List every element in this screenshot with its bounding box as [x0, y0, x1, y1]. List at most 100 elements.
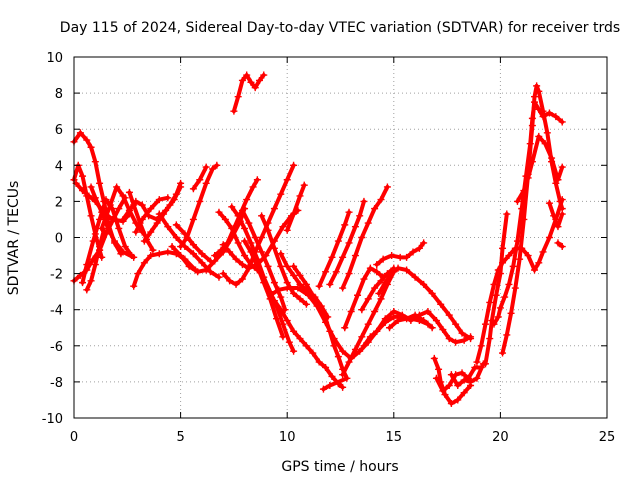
data-point [447, 400, 455, 408]
data-point [554, 223, 562, 231]
data-point [302, 342, 310, 350]
y-tick-label: 8 [55, 87, 63, 102]
data-point [473, 374, 481, 382]
data-point [394, 264, 402, 272]
data-point [503, 210, 511, 218]
data-point [79, 279, 87, 287]
data-point [102, 196, 110, 204]
data-point [381, 315, 389, 323]
data-point [322, 363, 330, 371]
data-point [477, 342, 485, 350]
data-point [499, 349, 507, 357]
data-point [501, 293, 509, 301]
track-line [434, 365, 484, 393]
data-point [328, 372, 336, 380]
data-point [125, 188, 133, 196]
data-point [258, 248, 266, 256]
data-point [507, 309, 515, 317]
data-point [302, 300, 310, 308]
data-point [189, 250, 197, 258]
data-point [238, 275, 246, 283]
data-point [520, 215, 528, 223]
x-tick-label: 25 [599, 430, 616, 445]
data-point [213, 161, 221, 169]
data-point [164, 223, 172, 231]
data-track [258, 212, 310, 308]
data-point [181, 230, 189, 238]
data-track [211, 176, 261, 260]
data-point [91, 194, 99, 202]
data-point [381, 279, 389, 287]
data-point [364, 295, 372, 303]
data-point [524, 252, 532, 260]
data-point [119, 192, 127, 200]
data-point [360, 275, 368, 283]
data-point [155, 196, 163, 204]
data-point [270, 279, 278, 287]
data-point [241, 252, 249, 260]
data-point [505, 252, 513, 260]
data-point [211, 252, 219, 260]
data-track [481, 210, 511, 368]
data-point [247, 78, 255, 86]
data-point [79, 187, 87, 195]
data-point [194, 268, 202, 276]
data-point [543, 129, 551, 137]
y-tick-label: 4 [55, 159, 63, 174]
data-point [238, 206, 246, 214]
data-point [432, 374, 440, 382]
data-point [202, 163, 210, 171]
data-point [290, 210, 298, 218]
data-point [326, 280, 334, 288]
y-axis-label: SDTVAR / TECUs [6, 181, 22, 296]
data-point [533, 82, 541, 90]
track-line [212, 177, 260, 258]
data-point [198, 259, 206, 267]
data-point [277, 262, 285, 270]
data-point [447, 371, 455, 379]
data-point [189, 185, 197, 193]
data-point [460, 336, 468, 344]
data-point [221, 215, 229, 223]
data-point [76, 129, 84, 137]
data-point [486, 298, 494, 306]
data-point [283, 262, 291, 270]
data-point [430, 354, 438, 362]
data-point [219, 241, 227, 249]
chart-title: Day 115 of 2024, Sidereal Day-to-day VTE… [60, 20, 620, 36]
data-point [454, 382, 462, 390]
data-point [224, 239, 232, 247]
data-point [437, 300, 445, 308]
data-point [319, 385, 327, 393]
data-point [296, 335, 304, 343]
data-track [189, 163, 210, 193]
data-point [76, 271, 84, 279]
data-point [315, 282, 323, 290]
data-point [383, 183, 391, 191]
data-point [511, 284, 519, 292]
data-point [251, 234, 259, 241]
data-point [550, 212, 558, 220]
data-point [435, 365, 443, 373]
data-point [556, 197, 564, 205]
data-track [554, 239, 566, 251]
data-point [258, 234, 266, 241]
data-point [140, 237, 148, 245]
data-point [373, 268, 381, 276]
data-point [471, 363, 479, 371]
data-point [322, 315, 330, 323]
data-point [296, 280, 304, 288]
data-track [266, 291, 347, 391]
data-point [243, 71, 251, 79]
data-point [445, 335, 453, 343]
data-point [83, 286, 91, 294]
data-track [230, 71, 268, 115]
data-track [172, 221, 214, 265]
data-point [255, 76, 263, 84]
data-point [403, 253, 411, 261]
y-tick-label: -10 [42, 412, 63, 427]
data-point [119, 248, 127, 256]
data-point [351, 223, 359, 231]
x-tick-label: 0 [70, 430, 78, 445]
